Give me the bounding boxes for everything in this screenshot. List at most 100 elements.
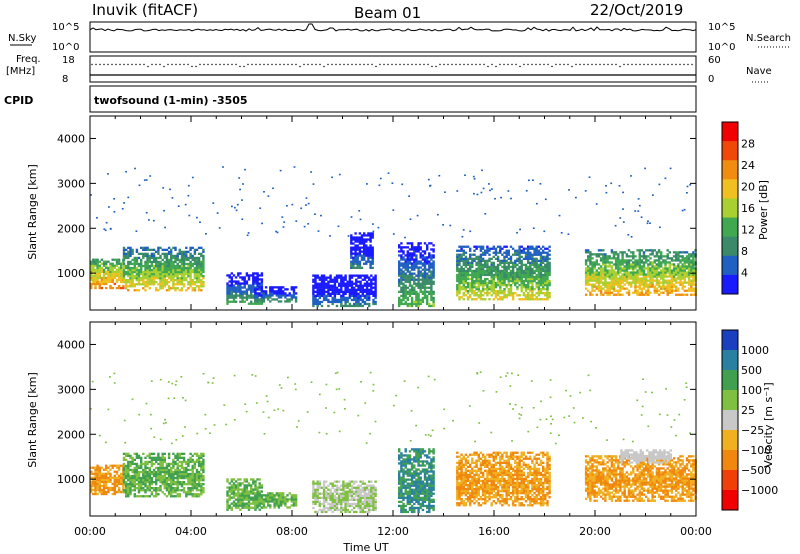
echo-cell [371,258,374,261]
echo-cell [524,265,528,269]
echo-cell [170,260,173,264]
echo-cell [131,281,134,284]
echo-cell [174,264,177,268]
echo-cell [193,487,197,490]
echo-cell [591,283,594,286]
echo-cell [686,192,688,194]
echo-cell [402,294,405,297]
echo-cell [167,485,171,488]
echo-cell [475,273,478,277]
echo-cell [398,304,401,308]
echo-cell [94,490,97,494]
echo-cell [165,281,169,284]
echo-cell [144,246,147,249]
echo-cell [417,302,420,306]
echo-cell [96,274,99,277]
echo-cell [122,458,126,461]
echo-cell [358,236,362,239]
echo-cell [529,281,532,285]
echo-cell [400,270,403,273]
echo-cell [100,280,104,284]
echo-cell [507,261,510,264]
echo-cell [331,296,334,300]
echo-cell [234,504,238,507]
nave-tick-bottom: 0 [708,74,714,85]
echo-cell [533,259,536,262]
echo-cell [462,271,465,275]
echo-cell [187,266,190,270]
echo-cell [90,264,93,267]
echo-cell [529,261,532,264]
echo-cell [350,242,353,245]
echo-cell [496,275,500,279]
echo-cell [254,294,257,297]
freq-dot [239,65,241,68]
echo-cell [152,270,156,274]
echo-cell [511,273,515,277]
echo-cell [406,256,409,259]
echo-cell [421,276,425,279]
echo-cell [473,271,476,275]
echo-cell [426,302,429,306]
echo-cell [527,279,530,283]
echo-cell [632,271,635,274]
echo-cell [129,454,132,457]
freq-dot [675,63,677,66]
echo-cell [546,265,549,269]
echo-cell [127,495,130,498]
echo-cell [511,292,515,295]
echo-cell [685,251,689,254]
cpid-program: twofsound (1-min) -3505 [94,94,248,107]
echo-cell [152,462,156,466]
echo-cell [197,289,201,292]
echo-cell [180,470,184,474]
echo-cell [152,472,156,476]
echo-cell [167,452,171,455]
echo-cell [477,290,480,293]
echo-cell [152,275,156,278]
freq-dot [275,63,277,66]
echo-cell [456,275,459,279]
echo-cell [144,248,147,251]
echo-cell [464,279,468,283]
echo-cell [189,277,192,280]
echo-cell [647,267,650,270]
echo-cell [140,464,143,468]
echo-cell [406,258,409,261]
echo-cell [159,460,162,464]
echo-cell [462,257,465,260]
echo-cell [599,289,603,292]
echo-cell [524,269,528,273]
echo-cell [322,294,326,297]
echo-cell [180,254,184,258]
echo-cell [172,266,175,270]
echo-cell [404,284,407,287]
echo-cell [165,470,169,474]
echo-cell [477,255,480,258]
echo-cell [522,263,526,266]
echo-cell [568,189,570,191]
echo-cell [197,277,201,280]
echo-cell [322,282,326,285]
echo-cell [142,483,145,486]
echo-cell [354,232,357,235]
echo-cell [94,474,97,477]
echo-cell [338,288,341,291]
echo-cell [410,252,414,255]
echo-cell [636,279,639,282]
echo-cell [458,249,461,252]
echo-cell [494,197,496,200]
echo-cell [595,261,598,264]
echo-cell [102,268,106,271]
echo-cell [675,257,678,260]
echo-cell [279,292,283,295]
echo-cell [456,284,459,287]
echo-cell [501,277,504,281]
freq-dots [91,63,693,68]
echo-cell [115,278,119,282]
echo-cell [239,272,242,275]
echo-cell [374,280,377,283]
echo-cell [649,277,652,280]
echo-cell [368,278,371,281]
echo-cell [174,472,177,476]
